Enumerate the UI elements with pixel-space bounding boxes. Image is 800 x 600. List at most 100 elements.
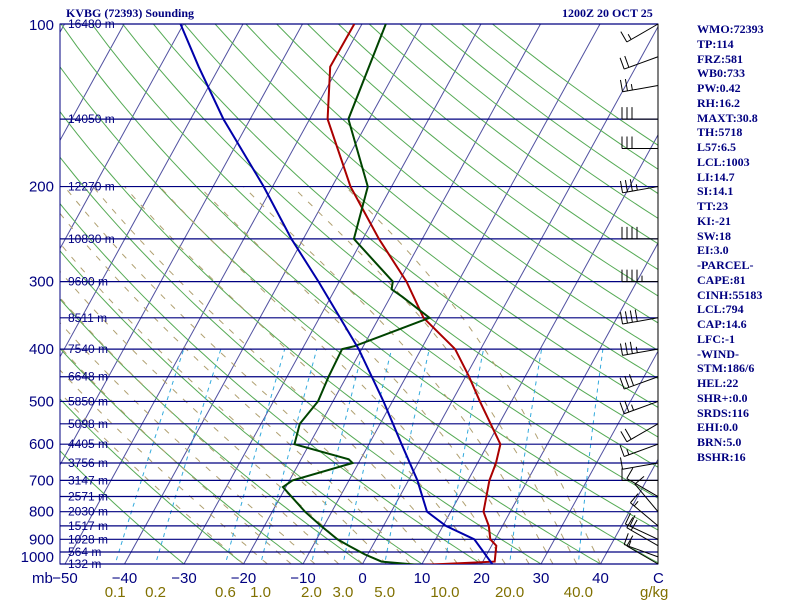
temperature-tick-label: 0 (358, 570, 366, 587)
dry-adiabat-line (122, 24, 658, 468)
isotherm-line (183, 24, 482, 564)
barb-flag (619, 377, 625, 390)
wind-barb (619, 309, 659, 325)
barb-flag (619, 445, 625, 457)
index-item: CINH:55183 (697, 287, 763, 302)
pressure-tick-label: 500 (29, 393, 54, 410)
plot-frame (59, 23, 659, 565)
index-item: CAPE:81 (697, 272, 746, 287)
pressure-tick-label: 400 (29, 341, 54, 358)
moist-adiabat-line (64, 186, 435, 564)
index-item: LFC:-1 (697, 331, 735, 346)
mixing-ratio-label: 0.6 (215, 584, 236, 600)
index-item: STM:186/6 (697, 361, 755, 376)
dry-adiabat-line (307, 24, 658, 297)
index-item: WB0:733 (697, 66, 745, 81)
barb-half (635, 346, 638, 353)
barb-shaft (622, 348, 659, 356)
wind-barb (621, 136, 658, 149)
index-item: RH:16.2 (697, 95, 740, 110)
temperature-tick-label: −10 (290, 570, 315, 587)
wind-barb (619, 341, 659, 356)
wind-barb (620, 423, 659, 443)
temperature-tick-label: −40 (112, 570, 137, 587)
index-item: LI:14.7 (697, 169, 735, 184)
barb-half (635, 184, 638, 191)
dry-adiabat-line (60, 250, 423, 564)
barb-flag (624, 55, 630, 68)
pressure-tick-label: 700 (29, 472, 54, 489)
mixing-ratio-label: 40.0 (564, 584, 593, 600)
wind-barb (626, 517, 659, 547)
mixing-ratio-label: 0.2 (145, 584, 166, 600)
pressure-unit-label: mb (32, 570, 53, 587)
wind-barb (626, 535, 659, 565)
dry-adiabat-line (60, 347, 304, 564)
index-item: PW:0.42 (697, 81, 741, 95)
mixing-ratio-label: 2.0 (301, 584, 322, 600)
mixing-ratio-line (509, 349, 543, 564)
pressure-tick-label: 600 (29, 436, 54, 453)
temperature-tick-label: 30 (533, 570, 550, 587)
index-item: EI:3.0 (697, 243, 729, 258)
height-label: 2571 m (68, 490, 108, 504)
wind-barb (619, 457, 659, 470)
isotherm-line (421, 133, 658, 564)
barb-flag (619, 457, 624, 470)
mixing-ratio-line (384, 348, 430, 564)
isotherm-line (60, 24, 244, 358)
mixing-ratio-line (342, 348, 393, 564)
wind-barb (623, 533, 659, 558)
wind-barb (620, 23, 659, 43)
height-label: 3147 m (68, 473, 108, 487)
index-item: KI:-21 (697, 213, 731, 228)
isotherm-line (64, 24, 363, 564)
temperature-tick-label: 10 (414, 570, 431, 587)
isobar-lines (59, 23, 659, 565)
isotherm-line (540, 350, 658, 564)
isotherm-line (60, 24, 185, 250)
barb-shaft (630, 502, 659, 527)
dry-adiabat-line (60, 156, 542, 564)
wind-barb (626, 467, 659, 497)
mixing-ratio-line (154, 348, 222, 564)
temperature-tick-label: 40 (592, 570, 609, 587)
isotherm-line (123, 24, 423, 564)
barb-shaft (624, 443, 659, 457)
wind-barb (621, 269, 658, 283)
isotherm-line (60, 24, 125, 142)
isotherm-line (60, 24, 304, 466)
height-label: 12270 m (68, 180, 115, 194)
dry-adiabat-line (338, 24, 658, 271)
mixing-ratio-line (444, 348, 485, 564)
barb-shaft (625, 523, 659, 540)
station-title: KVBG (72393) Sounding (66, 6, 195, 20)
mixing-ratio-line (260, 348, 318, 564)
mixing-ratio-label: 5.0 (374, 584, 395, 600)
index-item: FRZ:581 (697, 51, 743, 66)
index-item: SHR+:0.0 (697, 390, 748, 405)
barb-flag (620, 431, 628, 443)
wind-barb (621, 226, 658, 240)
barb-shaft (624, 376, 659, 390)
barb-flag (629, 515, 636, 527)
barb-flag (630, 493, 639, 504)
barb-shaft (624, 400, 659, 415)
temperature-tick-label: 20 (473, 570, 490, 587)
barb-shaft (626, 545, 659, 565)
wind-barb (621, 468, 658, 481)
index-item: SI:14.1 (697, 184, 734, 199)
barb-shaft (622, 462, 659, 470)
mixing-ratio-label: 1.0 (250, 584, 271, 600)
moist-adiabat-line (345, 186, 601, 564)
barb-shaft (626, 478, 659, 497)
sounding-time: 1200Z 20 OCT 25 (562, 6, 653, 20)
barb-half (627, 34, 632, 40)
temperature-tick-label: −50 (52, 570, 77, 587)
index-item: MAXT:30.8 (697, 110, 758, 125)
height-label: 132 m (68, 557, 101, 571)
barb-flag (624, 428, 632, 440)
dry-adiabat-line (245, 24, 658, 351)
height-label: 4405 m (68, 437, 108, 451)
